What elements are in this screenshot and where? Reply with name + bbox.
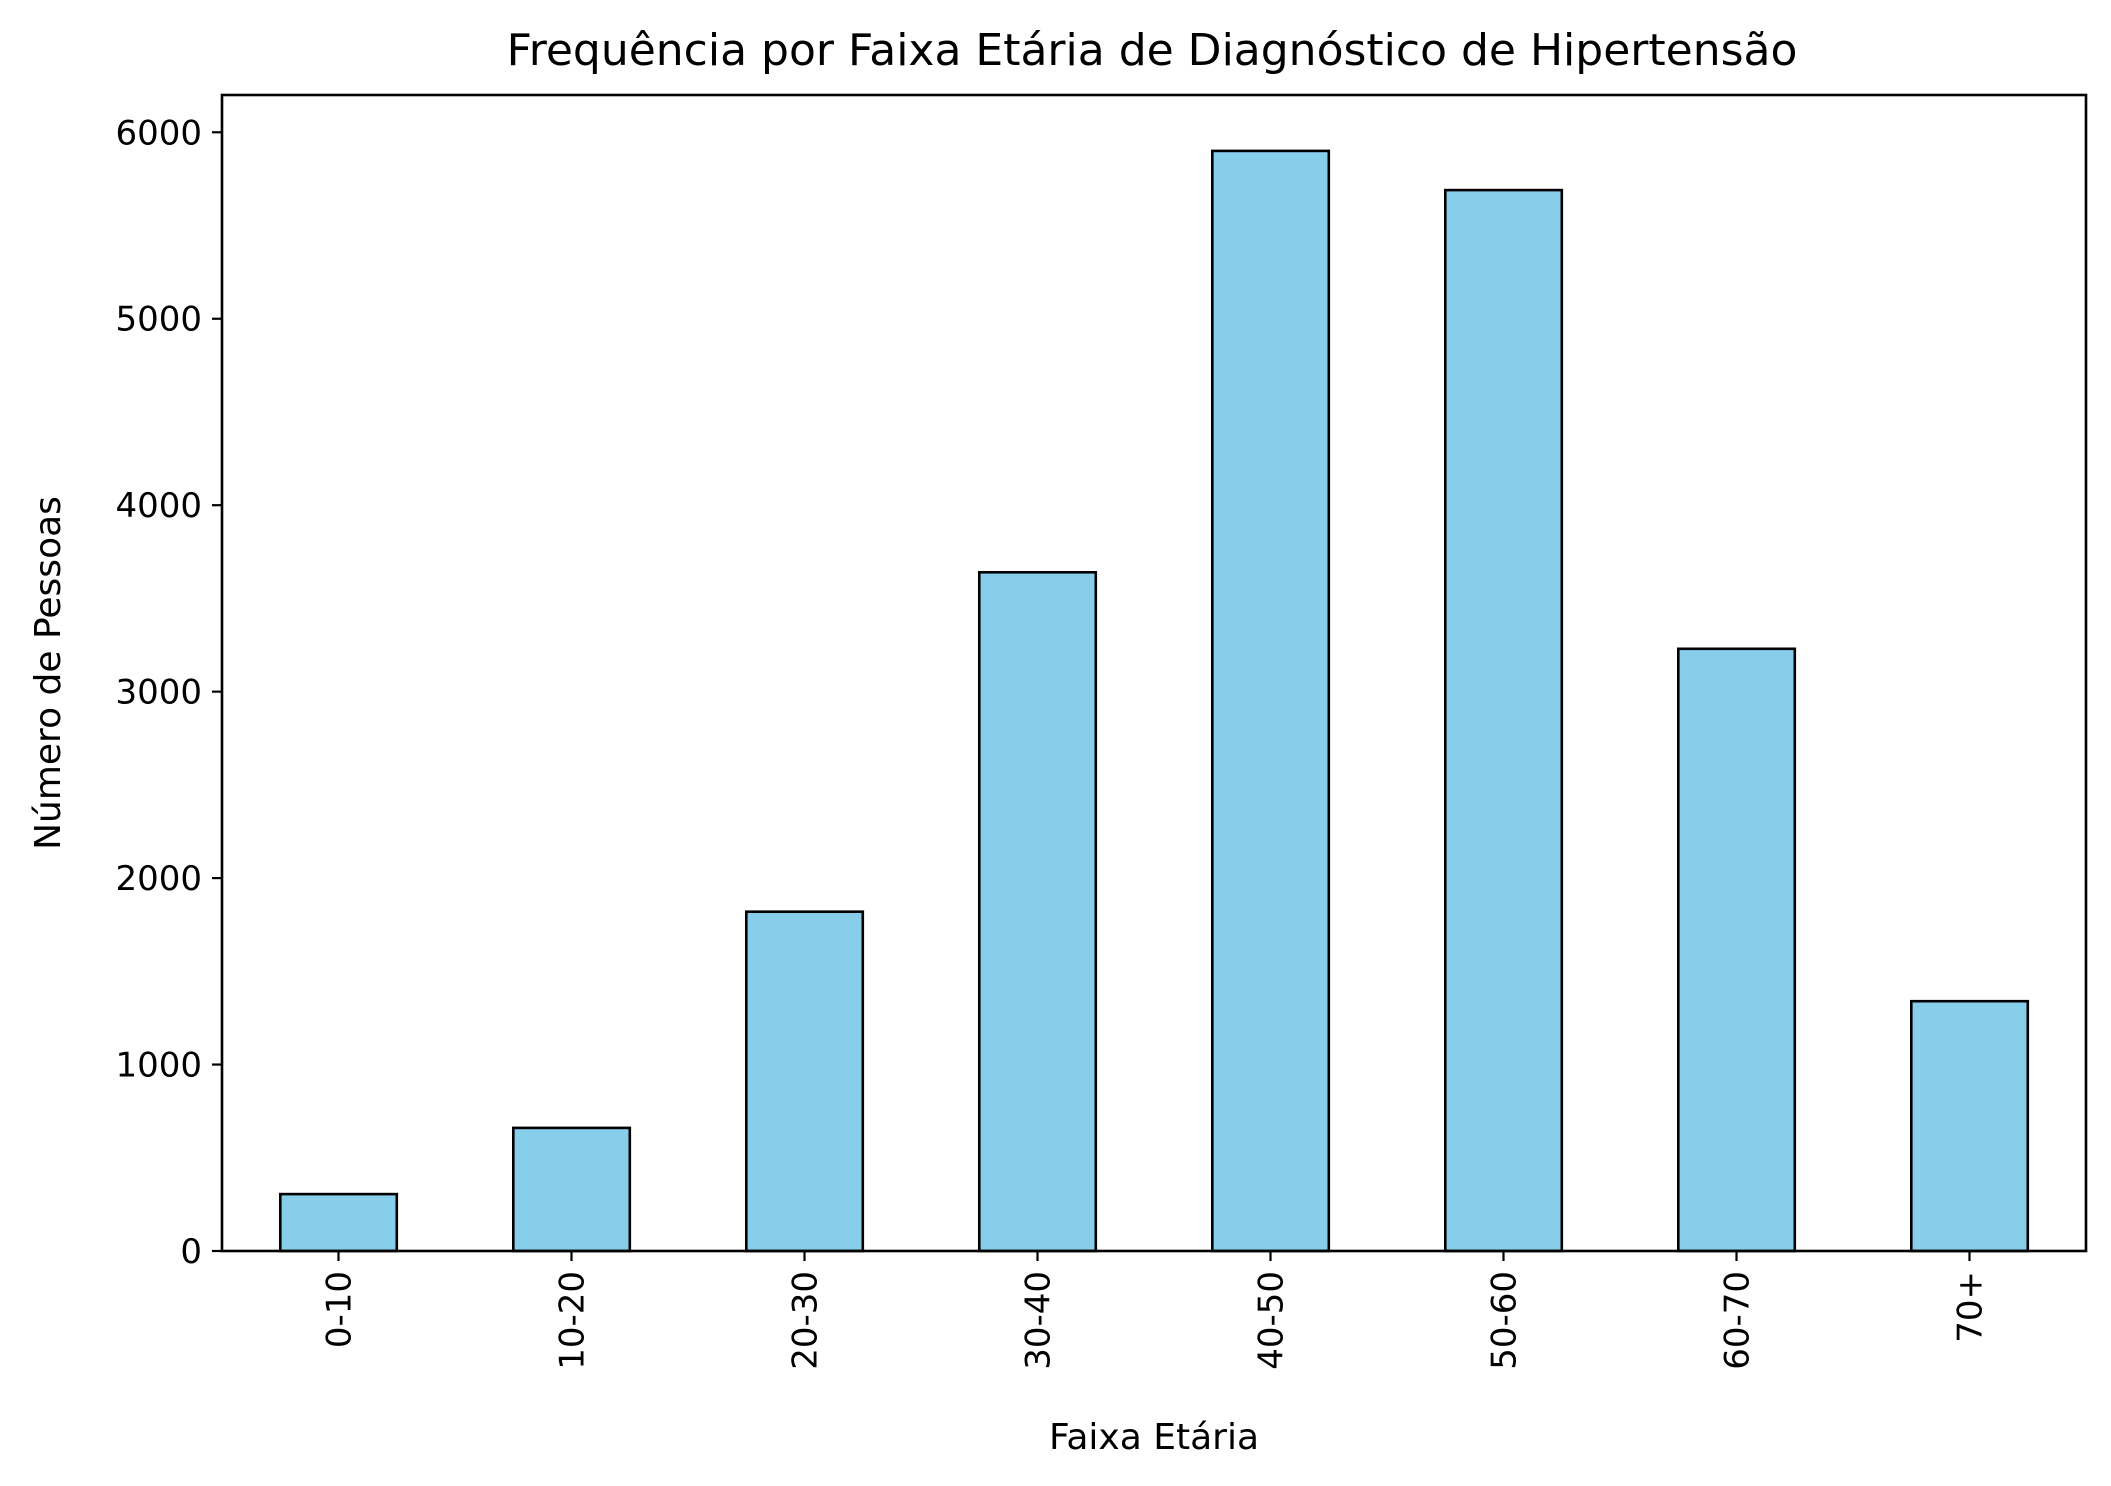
x-tick-label: 50-60 [1485,1271,1525,1370]
plot-frame [220,93,2088,1253]
x-tick-label: 40-50 [1252,1271,1292,1370]
x-tick-label: 0-10 [320,1271,360,1348]
bars [278,149,2030,1253]
bar-60-70 [1677,647,1797,1253]
bar-30-40 [977,570,1098,1253]
y-axis-label: Número de Pessoas [28,496,69,850]
bar-10-20 [511,1126,632,1253]
chart-title: Frequência por Faixa Etária de Diagnósti… [507,25,1798,76]
x-tick-label: 10-20 [553,1271,593,1370]
y-axis: 0 1000 2000 3000 4000 5000 6000 [115,113,222,1272]
bar-70+ [1910,999,2030,1253]
bar-40-50 [1211,149,1331,1253]
bar-20-30 [744,910,865,1253]
y-tick-label: 3000 [115,673,202,713]
x-axis: 0-10 10-20 20-30 30-40 40-50 50-60 60-70 70+ [320,1251,1991,1370]
y-tick-label: 2000 [115,859,202,899]
x-tick-label: 20-30 [786,1271,826,1370]
y-tick-label: 4000 [115,486,202,526]
y-tick-label: 0 [180,1232,202,1272]
x-tick-label: 60-70 [1718,1271,1758,1370]
x-axis-label: Faixa Etária [1049,1417,1259,1458]
x-tick-label: 70+ [1951,1271,1991,1343]
y-tick-label: 6000 [115,113,202,153]
bar-0-10 [278,1192,399,1253]
y-tick-label: 1000 [115,1046,202,1086]
y-tick-label: 5000 [115,300,202,340]
x-tick-label: 30-40 [1019,1271,1059,1370]
bar-50-60 [1444,188,1564,1253]
